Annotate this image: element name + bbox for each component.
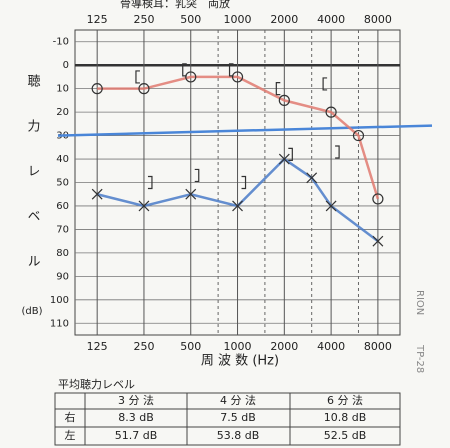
- table-cell: 8.3 dB: [118, 411, 154, 424]
- bone-left-marker: [241, 175, 247, 190]
- air-right-marker: [231, 71, 244, 83]
- x-tick-label-top: 2000: [270, 13, 298, 26]
- reference-line: [57, 124, 433, 137]
- air-left-marker: [278, 153, 290, 165]
- air-left-marker: [138, 200, 150, 212]
- table-frame: [54, 392, 401, 446]
- table-cell: 10.8 dB: [324, 411, 367, 424]
- bone-right-marker: [135, 70, 140, 84]
- x-tick-label-top: 250: [133, 13, 154, 26]
- x-tick-label: 8000: [364, 340, 392, 353]
- x-tick-label: 500: [180, 340, 201, 353]
- series-line: [96, 157, 379, 243]
- table-cell: 51.7 dB: [115, 429, 158, 442]
- y-tick-label: 90: [56, 271, 69, 282]
- air-left-marker: [232, 200, 243, 212]
- y-tick-label: 110: [50, 318, 69, 329]
- air-left-marker: [185, 188, 197, 200]
- bone-right-marker: [228, 63, 234, 77]
- x-tick-label-top: 1000: [224, 13, 252, 26]
- x-tick-label: 4000: [317, 340, 345, 353]
- x-tick-label-top: 4000: [317, 13, 345, 26]
- table-cell: 53.8 dB: [217, 429, 260, 442]
- air-right-marker: [278, 94, 290, 106]
- bone-right-marker: [182, 63, 187, 77]
- x-tick-label-top: 8000: [364, 13, 392, 26]
- table-cell: 右: [65, 410, 76, 424]
- bone-left-marker: [194, 168, 200, 183]
- y-tick-label: 20: [56, 107, 69, 118]
- y-tick-label: 10: [56, 84, 69, 95]
- air-left-marker: [91, 188, 103, 200]
- air-left-marker: [306, 172, 318, 184]
- y-tick-label: 80: [56, 248, 69, 259]
- air-left-marker: [372, 235, 384, 247]
- bone-right-marker: [275, 82, 281, 96]
- y-tick-label: 40: [56, 154, 69, 165]
- side-text: RION: [414, 290, 425, 315]
- air-right-marker: [185, 71, 197, 83]
- bone-left-marker: [147, 175, 153, 190]
- x-tick-label-top: 500: [180, 13, 201, 26]
- y-tick-label: -10: [53, 37, 69, 48]
- table-cell: 左: [65, 429, 76, 442]
- air-right-marker: [91, 83, 103, 95]
- air-right-marker: [325, 106, 337, 118]
- y-unit: (dB): [21, 306, 42, 317]
- x-tick-label: 250: [133, 340, 154, 353]
- y-tick-label: 70: [56, 224, 69, 235]
- table-header: 6 分 法: [327, 393, 363, 407]
- table-cell: 7.5 dB: [220, 411, 256, 424]
- y-tick-label: 50: [56, 178, 69, 189]
- air-right-marker: [352, 129, 365, 142]
- y-tick-label: 100: [50, 295, 69, 306]
- table-header: 3 分 法: [118, 393, 154, 407]
- air-right-marker: [372, 193, 384, 205]
- table-title: 平均聴力レベル: [58, 378, 135, 391]
- x-tick-label: 1000: [224, 340, 252, 353]
- x-tick-label: 125: [87, 340, 108, 353]
- header: 骨導検耳：乳突 両放: [120, 0, 230, 10]
- series-line: [97, 75, 380, 200]
- air-right-marker: [138, 83, 150, 95]
- table-header: 4 分 法: [220, 393, 256, 407]
- y-tick-label: 0: [63, 60, 69, 71]
- table-cell: 52.5 dB: [324, 429, 367, 442]
- side-text: TP-28: [414, 344, 425, 373]
- bone-left-marker: [335, 145, 340, 159]
- x-tick-label-top: 125: [87, 13, 108, 26]
- y-tick-label: 60: [56, 201, 69, 212]
- air-left-marker: [325, 200, 337, 212]
- x-tick-label: 2000: [270, 340, 298, 353]
- bone-right-marker: [322, 77, 328, 91]
- y-label: 聴力レベル: [25, 74, 41, 299]
- bone-left-marker: [288, 147, 293, 161]
- x-label: 周 波 数 (Hz): [201, 354, 279, 369]
